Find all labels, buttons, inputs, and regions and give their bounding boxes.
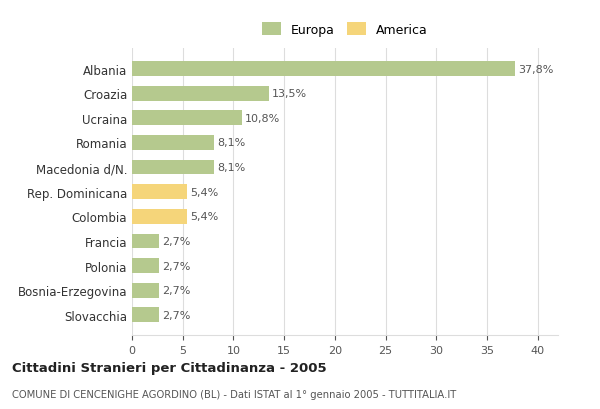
Bar <box>132 87 269 101</box>
Text: 8,1%: 8,1% <box>217 163 245 173</box>
Bar <box>132 62 515 77</box>
Bar <box>132 258 160 273</box>
Text: 5,4%: 5,4% <box>190 212 218 222</box>
Bar <box>132 111 242 126</box>
Bar <box>132 185 187 200</box>
Bar <box>132 283 160 298</box>
Bar <box>132 209 187 224</box>
Bar <box>132 234 160 249</box>
Bar <box>132 136 214 151</box>
Text: COMUNE DI CENCENIGHE AGORDINO (BL) - Dati ISTAT al 1° gennaio 2005 - TUTTITALIA.: COMUNE DI CENCENIGHE AGORDINO (BL) - Dat… <box>12 389 456 399</box>
Text: 5,4%: 5,4% <box>190 187 218 197</box>
Text: 10,8%: 10,8% <box>245 114 280 124</box>
Text: 2,7%: 2,7% <box>163 261 191 271</box>
Text: 37,8%: 37,8% <box>518 65 554 74</box>
Bar <box>132 308 160 322</box>
Legend: Europa, America: Europa, America <box>257 18 433 42</box>
Bar <box>132 160 214 175</box>
Text: 2,7%: 2,7% <box>163 236 191 246</box>
Text: Cittadini Stranieri per Cittadinanza - 2005: Cittadini Stranieri per Cittadinanza - 2… <box>12 361 326 374</box>
Text: 13,5%: 13,5% <box>272 89 307 99</box>
Text: 8,1%: 8,1% <box>217 138 245 148</box>
Text: 2,7%: 2,7% <box>163 285 191 295</box>
Text: 2,7%: 2,7% <box>163 310 191 320</box>
